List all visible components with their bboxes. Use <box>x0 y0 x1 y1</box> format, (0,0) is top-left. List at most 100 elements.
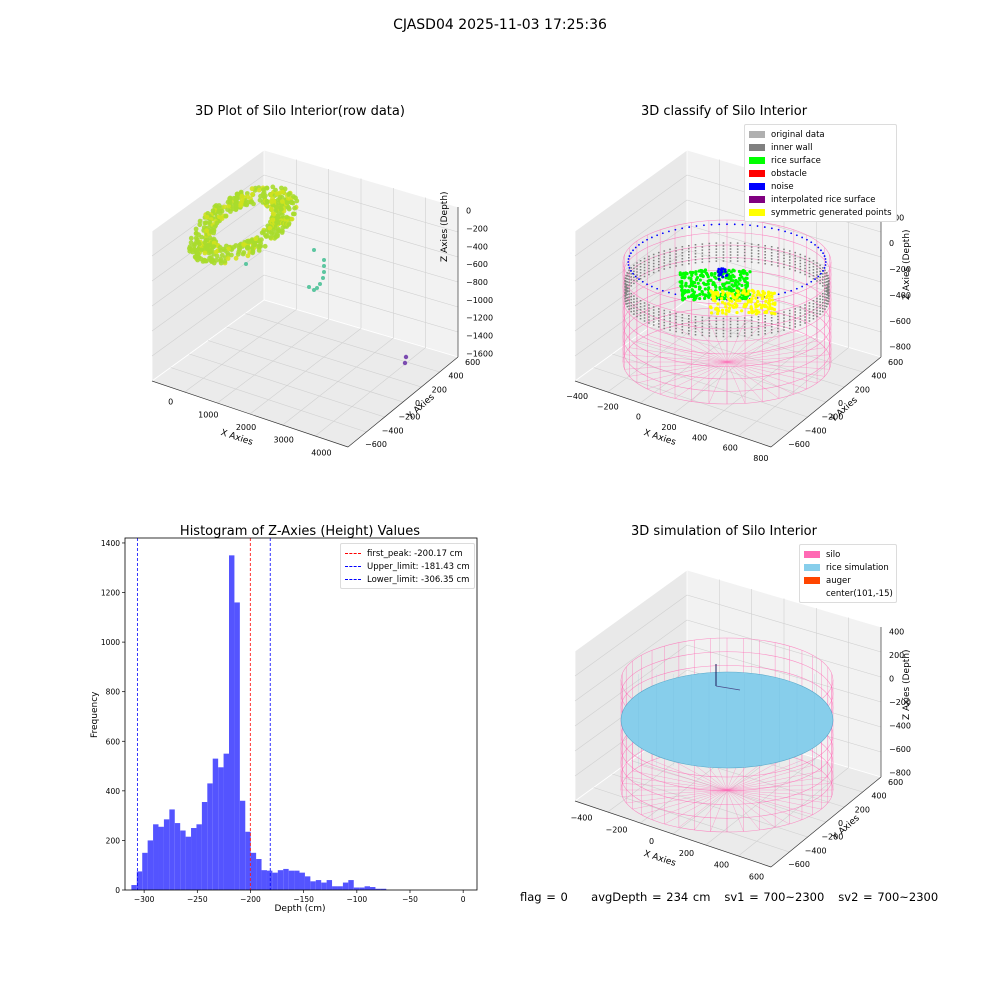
histogram-ytick-label: 400 <box>106 787 121 796</box>
raw-ytick-label: −600 <box>365 440 387 449</box>
raw-ring-point <box>286 205 291 210</box>
classify-rice-point <box>735 284 739 288</box>
raw-grid-line <box>263 174 459 233</box>
raw-xtick-label: 1000 <box>198 410 218 419</box>
sim-silo-spoke <box>626 789 728 804</box>
raw-sparse-point <box>318 282 322 286</box>
classify-rice-point <box>678 280 682 284</box>
classify-rice-point <box>741 269 745 273</box>
classify-y-axis <box>770 356 882 448</box>
raw-ring-point <box>211 230 217 236</box>
raw-ring-point <box>210 208 216 214</box>
raw-x-axis <box>151 380 349 448</box>
classify-noise-point <box>741 223 744 226</box>
classify-symmetric-point <box>758 303 762 307</box>
classify-symmetric-point <box>725 291 729 295</box>
classify-xtick-label: 200 <box>661 423 676 432</box>
classify-x-axis <box>574 380 772 448</box>
histogram-bar <box>342 882 349 890</box>
classify-rice-point <box>722 297 726 301</box>
histogram-ylabel: Frequency <box>90 691 100 739</box>
raw-xtick-label: 0 <box>168 398 173 407</box>
raw-ring-point <box>265 199 270 205</box>
classify-rice-point <box>695 294 699 298</box>
raw-ring-point <box>233 202 239 208</box>
classify-noise-point <box>814 278 816 281</box>
classify-silo-spoke <box>629 347 728 363</box>
sim-ztick-label: −800 <box>889 768 911 777</box>
legend-swatch <box>804 577 820 584</box>
classify-rice-point <box>705 273 710 277</box>
classify-rice-point <box>714 276 718 280</box>
raw-ring-point <box>241 250 247 255</box>
classify-symmetric-point <box>733 296 737 300</box>
classify-noise-point <box>733 223 736 226</box>
raw-ring-point <box>213 249 219 255</box>
sim-silo-spoke <box>632 770 728 791</box>
raw-ring-point <box>279 185 284 191</box>
classify-grid-line <box>574 224 688 307</box>
raw-ring-point <box>262 243 268 249</box>
raw-ring-point <box>197 222 203 228</box>
sim-xtick-label: 0 <box>649 837 654 846</box>
raw-ring-point <box>249 199 255 205</box>
flag-status: flag = 0 <box>520 890 568 904</box>
classify-noise-point <box>822 269 824 272</box>
raw-ring-point <box>253 236 259 242</box>
raw-ring-point <box>207 235 213 241</box>
raw-ring-point <box>291 194 296 199</box>
classify-silo-spoke <box>624 354 728 363</box>
raw-ring-point <box>187 244 193 250</box>
classify-symmetric-point <box>736 299 740 303</box>
raw-ring-point <box>286 222 292 227</box>
classify-rice-point <box>703 296 707 300</box>
legend-label: noise <box>771 181 794 192</box>
histogram-bar <box>299 872 305 890</box>
classify-noise-point <box>710 223 713 226</box>
classify-noise-point <box>763 226 766 228</box>
classify-symmetric-point <box>715 290 720 295</box>
classify-symmetric-point <box>756 289 760 294</box>
classify-rice-point <box>727 268 731 273</box>
raw-ztick-label: −1200 <box>466 314 493 323</box>
raw-sparse-point <box>322 270 326 274</box>
classify-noise-point <box>718 223 721 226</box>
classify-symmetric-point <box>773 312 777 316</box>
classify-symmetric-point <box>752 290 756 295</box>
legend-entry: Upper_limit: -181.43 cm <box>345 560 470 573</box>
raw-ring-point <box>246 239 252 245</box>
legend-entry: inner wall <box>749 141 892 154</box>
raw-xtick-label: 4000 <box>311 448 331 457</box>
legend-swatch <box>804 564 820 571</box>
classify-rice-point <box>694 272 698 276</box>
raw-ring-point <box>195 257 201 263</box>
raw-ring-point <box>250 192 255 197</box>
raw-ytick-label: 600 <box>465 358 480 367</box>
sim-ztick-label: −200 <box>889 698 911 707</box>
raw-ring-point <box>230 206 236 212</box>
classify-ytick-label: 0 <box>838 399 843 408</box>
classify-symmetric-point <box>759 306 764 310</box>
classify-silo-spoke <box>726 361 763 402</box>
histogram-bar <box>212 758 219 890</box>
classify-rice-point <box>698 286 702 290</box>
raw-3d-plot: 010002000300040006004002000−200−400−6000… <box>151 149 493 457</box>
classify-noise-point <box>634 246 637 249</box>
classify-symmetric-point <box>720 296 724 301</box>
classify-noise-point <box>650 285 653 288</box>
classify-silo-spoke <box>726 354 830 363</box>
sim-xtick-label: 400 <box>714 861 729 870</box>
legend-entry: original data <box>749 128 892 141</box>
histogram-xtick-label: −50 <box>402 895 418 904</box>
sim-ytick-label: 400 <box>871 792 886 801</box>
histogram-bar <box>353 887 360 890</box>
raw-ring-point <box>260 191 266 197</box>
raw-ring-point <box>286 196 291 201</box>
raw-ring-point <box>294 198 300 204</box>
classify-symmetric-point <box>724 312 728 316</box>
sim-silo-spoke <box>664 789 728 825</box>
classify-grid-line <box>574 199 688 282</box>
raw-ring-point <box>280 189 286 195</box>
classify-rice-point <box>694 284 698 289</box>
raw-ring-point <box>225 256 231 261</box>
